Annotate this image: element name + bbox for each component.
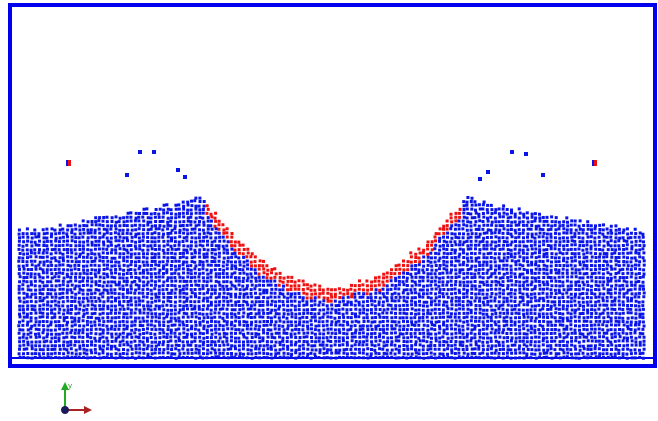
origin [61,406,69,414]
simulation-view: y [0,0,658,421]
page: y (() => { const data = JSON.parse(docum… [0,0,658,421]
y-axis-label: y [68,382,72,390]
